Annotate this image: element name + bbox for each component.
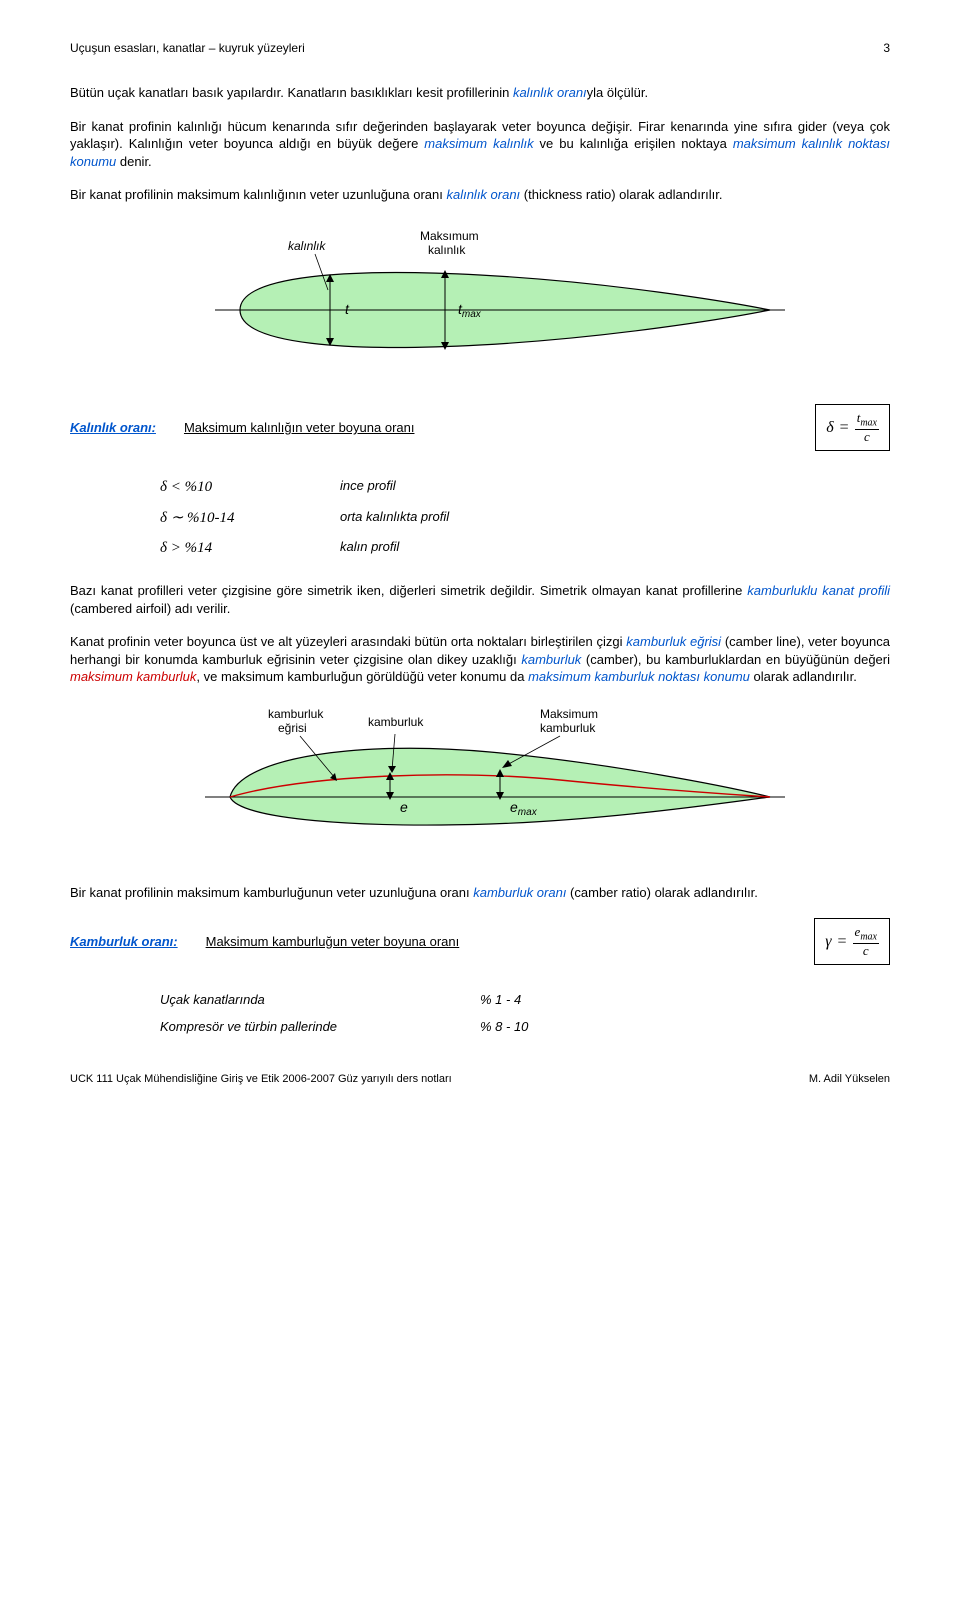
footer-left: UCK 111 Uçak Mühendisliğine Giriş ve Eti… <box>70 1072 452 1087</box>
page-header: Uçuşun esasları, kanatlar – kuyruk yüzey… <box>70 40 890 56</box>
camber-ranges: Uçak kanatlarında% 1 - 4 Kompresör ve tü… <box>160 991 890 1036</box>
svg-text:e: e <box>400 799 408 815</box>
camber-ratio-formula: γ = emax c <box>814 918 890 965</box>
label-maks2: kalınlık <box>428 243 466 257</box>
page-number: 3 <box>883 40 890 56</box>
paragraph-3: Bir kanat profilinin maksimum kalınlığın… <box>70 186 890 204</box>
svg-text:kamburluk: kamburluk <box>540 721 596 735</box>
paragraph-6: Bir kanat profilinin maksimum kamburluğu… <box>70 884 890 902</box>
thickness-ratio-formula: δ = tmax c <box>815 404 890 451</box>
paragraph-4: Bazı kanat profilleri veter çizgisine gö… <box>70 582 890 617</box>
camber-ratio-label: Kamburluk oranı: <box>70 933 178 951</box>
svg-text:kamburluk: kamburluk <box>368 715 424 729</box>
page-footer: UCK 111 Uçak Mühendisliğine Giriş ve Eti… <box>70 1072 890 1087</box>
svg-text:kamburluk: kamburluk <box>268 707 324 721</box>
thickness-ratio-definition: Kalınlık oranı: Maksimum kalınlığın vete… <box>70 404 890 451</box>
header-left: Uçuşun esasları, kanatlar – kuyruk yüzey… <box>70 40 305 56</box>
thickness-classification: δ < %10ince profil δ ∼ %10-14orta kalınl… <box>160 477 890 558</box>
thickness-ratio-label: Kalınlık oranı: <box>70 419 156 437</box>
label-kalinlik: kalınlık <box>288 239 326 253</box>
svg-text:Maksimum: Maksimum <box>540 707 598 721</box>
footer-right: M. Adil Yükselen <box>809 1072 890 1087</box>
airfoil-camber-diagram: kamburluk eğrisi kamburluk Maksimum kamb… <box>70 702 890 857</box>
paragraph-5: Kanat profinin veter boyunca üst ve alt … <box>70 633 890 686</box>
paragraph-1: Bütün uçak kanatları basık yapılardır. K… <box>70 84 890 102</box>
camber-ratio-definition: Kamburluk oranı: Maksimum kamburluğun ve… <box>70 918 890 965</box>
thickness-ratio-text: Maksimum kalınlığın veter boyuna oranı <box>184 419 787 437</box>
airfoil-thickness-diagram: kalınlık Maksımum kalınlık t tmax <box>70 220 890 375</box>
svg-text:eğrisi: eğrisi <box>278 721 307 735</box>
label-maks: Maksımum <box>420 229 479 243</box>
paragraph-2: Bir kanat profinin kalınlığı hücum kenar… <box>70 118 890 171</box>
camber-ratio-text: Maksimum kamburluğun veter boyuna oranı <box>206 933 787 951</box>
